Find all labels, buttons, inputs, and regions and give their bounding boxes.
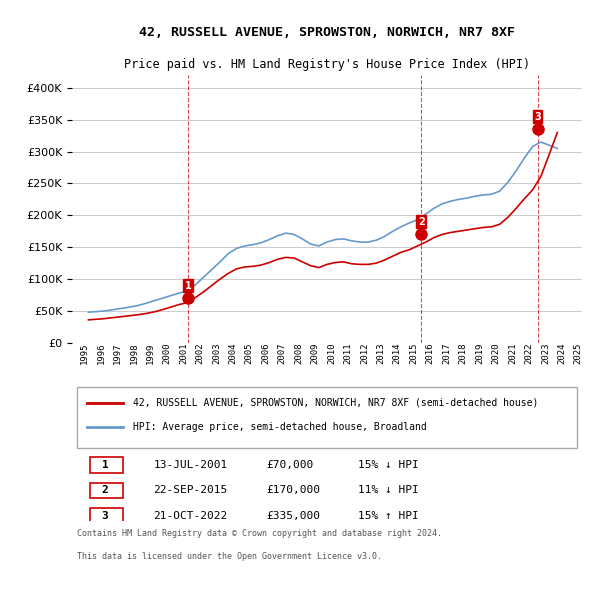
Text: 2023: 2023 xyxy=(541,343,550,364)
Text: 2013: 2013 xyxy=(376,343,385,364)
Text: 2001: 2001 xyxy=(179,343,188,364)
Text: 2024: 2024 xyxy=(557,343,566,364)
Text: 2: 2 xyxy=(102,486,109,496)
Text: 2017: 2017 xyxy=(442,343,451,364)
Text: 22-SEP-2015: 22-SEP-2015 xyxy=(154,486,228,496)
Text: This data is licensed under the Open Government Licence v3.0.: This data is licensed under the Open Gov… xyxy=(77,552,382,561)
Text: 2016: 2016 xyxy=(426,343,435,364)
Text: 2019: 2019 xyxy=(475,343,484,364)
Text: 2003: 2003 xyxy=(212,343,221,364)
Text: 2015: 2015 xyxy=(409,343,418,364)
Text: 1997: 1997 xyxy=(113,343,122,364)
Text: Price paid vs. HM Land Registry's House Price Index (HPI): Price paid vs. HM Land Registry's House … xyxy=(124,58,530,71)
Text: 2010: 2010 xyxy=(327,343,336,364)
Text: 42, RUSSELL AVENUE, SPROWSTON, NORWICH, NR7 8XF: 42, RUSSELL AVENUE, SPROWSTON, NORWICH, … xyxy=(139,27,515,40)
Text: 2021: 2021 xyxy=(508,343,517,364)
Text: 2012: 2012 xyxy=(360,343,369,364)
Text: 2020: 2020 xyxy=(491,343,500,364)
Text: 2006: 2006 xyxy=(261,343,270,364)
Text: 2: 2 xyxy=(418,217,425,227)
Text: £70,000: £70,000 xyxy=(266,460,313,470)
Text: 1995: 1995 xyxy=(80,343,89,364)
Text: 21-OCT-2022: 21-OCT-2022 xyxy=(154,511,228,521)
Text: 15% ↓ HPI: 15% ↓ HPI xyxy=(358,460,418,470)
Text: 2000: 2000 xyxy=(163,343,172,364)
Text: 2002: 2002 xyxy=(196,343,205,364)
Text: 1: 1 xyxy=(102,460,109,470)
Text: 2005: 2005 xyxy=(245,343,254,364)
Text: 1999: 1999 xyxy=(146,343,155,364)
Text: 2008: 2008 xyxy=(294,343,303,364)
Text: Contains HM Land Registry data © Crown copyright and database right 2024.: Contains HM Land Registry data © Crown c… xyxy=(77,529,442,538)
Text: 1: 1 xyxy=(184,280,191,290)
Text: 2009: 2009 xyxy=(311,343,320,364)
Text: 2018: 2018 xyxy=(458,343,467,364)
Text: 15% ↑ HPI: 15% ↑ HPI xyxy=(358,511,418,521)
Text: 2014: 2014 xyxy=(393,343,402,364)
Text: £170,000: £170,000 xyxy=(266,486,320,496)
FancyBboxPatch shape xyxy=(77,386,577,448)
Text: HPI: Average price, semi-detached house, Broadland: HPI: Average price, semi-detached house,… xyxy=(133,422,427,432)
FancyBboxPatch shape xyxy=(90,483,123,498)
Text: 2007: 2007 xyxy=(278,343,287,364)
FancyBboxPatch shape xyxy=(90,508,123,523)
Text: 2004: 2004 xyxy=(228,343,237,364)
Text: 1996: 1996 xyxy=(97,343,106,364)
Text: 13-JUL-2001: 13-JUL-2001 xyxy=(154,460,228,470)
Text: 11% ↓ HPI: 11% ↓ HPI xyxy=(358,486,418,496)
FancyBboxPatch shape xyxy=(90,457,123,473)
Text: £335,000: £335,000 xyxy=(266,511,320,521)
Text: 42, RUSSELL AVENUE, SPROWSTON, NORWICH, NR7 8XF (semi-detached house): 42, RUSSELL AVENUE, SPROWSTON, NORWICH, … xyxy=(133,398,539,408)
Text: 3: 3 xyxy=(102,511,109,521)
Text: 2022: 2022 xyxy=(524,343,533,364)
Text: 2025: 2025 xyxy=(574,343,583,364)
Text: 3: 3 xyxy=(534,112,541,122)
Text: 2011: 2011 xyxy=(343,343,352,364)
Text: 1998: 1998 xyxy=(130,343,139,364)
